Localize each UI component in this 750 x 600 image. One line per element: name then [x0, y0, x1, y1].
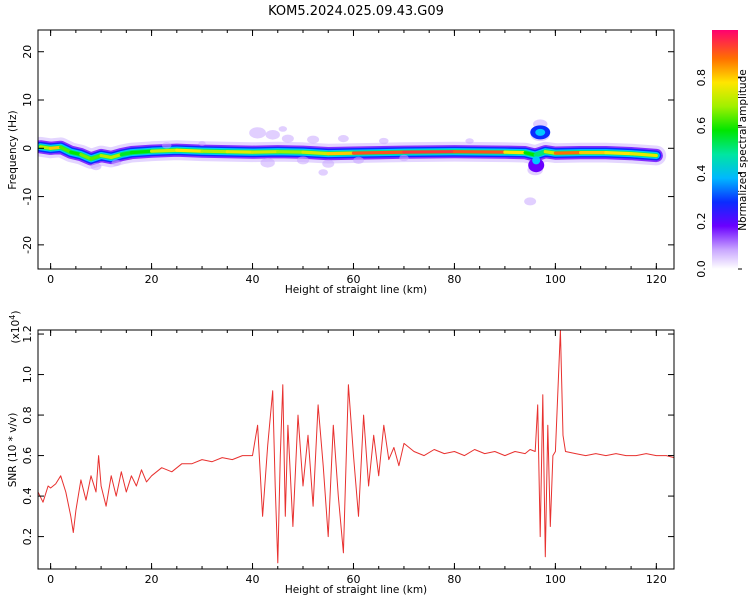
spectrogram-ridge-core [604, 151, 633, 156]
spectrogram-ridge-core [533, 150, 547, 157]
snr-x-tick-label: 20 [145, 573, 159, 586]
spectrogram-ridge-core [79, 152, 93, 161]
spectrogram-ridge-core [149, 148, 179, 153]
spectrogram-speckle [353, 156, 364, 164]
snr-y-tick-label: 1.0 [21, 366, 34, 384]
spectrogram-panel: 0 20 40 60 80 100 120 -20 -10 0 10 20 Height of str… [7, 29, 675, 296]
spectrogram-speckle [278, 126, 288, 132]
snr-frame [37, 329, 675, 570]
spectrogram-ridge-core [175, 148, 204, 153]
spectrogram-speckle [465, 138, 474, 144]
spectrogram-speckle [161, 142, 172, 149]
spectrogram-speckle [265, 129, 280, 140]
spectrogram-speckle [307, 135, 320, 144]
spectrogram-ridge-core [38, 145, 53, 150]
snr-x-tick-label: 100 [545, 573, 566, 586]
snr-x-tick-label: 80 [447, 573, 461, 586]
colorbar-gradient [712, 30, 738, 269]
colorbar: 0.0 0.2 0.4 0.6 0.8 Normalized spectral ampl… [695, 30, 749, 278]
snr-series-line [38, 330, 674, 564]
spec-x-tick-label: 40 [246, 273, 260, 286]
spec-x-tick-label: 100 [545, 273, 566, 286]
snr-x-tick-label: 60 [346, 573, 360, 586]
spectrogram-ridge-core [49, 145, 63, 150]
spectrogram-ridge-core [99, 153, 113, 160]
spec-x-tick-label: 20 [145, 273, 159, 286]
snr-y-tick-label: 1.2 [21, 325, 34, 343]
snr-xlabel: Height of straight line (km) [285, 584, 427, 596]
spectrogram-ridge-core [129, 149, 154, 155]
spectrogram-burst-lower [528, 158, 545, 173]
spec-x-tick-label: 120 [646, 273, 667, 286]
snr-y-tick-label: 0.8 [21, 406, 34, 424]
snr-y-tick-label: 0.6 [21, 447, 34, 465]
spectrogram-speckle [297, 156, 309, 165]
colorbar-tick-label: 0.2 [695, 212, 708, 230]
spectrogram-speckle [524, 197, 537, 206]
spectrogram-ridge-core [351, 150, 406, 155]
spectrogram-ridge-core [59, 145, 73, 154]
spec-y-tick-label: -20 [21, 236, 34, 254]
spec-y-tick-label: 0 [21, 145, 34, 152]
spectrogram-ridge-core [543, 150, 557, 155]
figure-title: KOM5.2024.025.09.43.G09 [268, 4, 444, 19]
spectrogram-speckle [90, 163, 102, 171]
colorbar-tick-label: 0.6 [695, 117, 708, 135]
spectrogram-ridge-core [301, 150, 330, 156]
snr-y-tick-label: 0.4 [21, 487, 34, 505]
spectrogram-frame [37, 29, 675, 270]
spectrogram-burst-core [535, 128, 546, 136]
spectrogram-ridge-core [523, 151, 537, 157]
spec-x-tick-label: 0 [47, 273, 54, 286]
colorbar-tick-label: 0.8 [695, 69, 708, 87]
snr-x-tick-label: 120 [646, 573, 667, 586]
spectrogram-ridge-core [89, 153, 103, 161]
spec-y-tick-label: 10 [21, 93, 34, 107]
spectrogram-speckle [318, 169, 328, 176]
spectrogram-speckle [281, 134, 294, 143]
snr-ylabel: SNR (10 * v/v) [7, 413, 19, 488]
spec-y-tick-label: -10 [21, 188, 34, 206]
snr-scale-label: (x104) [8, 311, 22, 344]
snr-panel: 0 20 40 60 80 100 120 0.2 0.4 0.6 0.8 1.0 1.2 Height… [7, 311, 675, 596]
snr-x-tick-label: 40 [246, 573, 260, 586]
spectrogram-speckle [249, 127, 266, 139]
spectrogram-speckle [337, 135, 349, 143]
snr-plot-area [38, 330, 674, 569]
spectrogram-ridge-core [109, 152, 123, 160]
spectrogram-speckle [378, 137, 389, 145]
spectrogram-ridge-core [69, 150, 83, 157]
snr-y-tick-label: 0.2 [21, 528, 34, 546]
spectrogram-ridge-core [629, 152, 658, 158]
colorbar-tick-label: 0.4 [695, 165, 708, 183]
colorbar-tick-label: 0.0 [695, 260, 708, 278]
spectrogram-ylabel: Frequency (Hz) [7, 110, 19, 189]
spectrogram-speckle [260, 157, 275, 168]
spectrogram-speckle [111, 159, 122, 166]
spectrogram-speckle [399, 154, 409, 162]
spectrogram-ridge-core [119, 151, 133, 157]
spectrogram-speckle [322, 159, 335, 168]
spectrogram-burst-lower-core [532, 156, 541, 165]
colorbar-label: Normalized spectral amplitude [737, 69, 749, 230]
spec-y-tick-label: 20 [21, 45, 34, 59]
spec-x-tick-label: 80 [447, 273, 461, 286]
spec-x-tick-label: 60 [346, 273, 360, 286]
spectrogram-xlabel: Height of straight line (km) [285, 284, 427, 296]
spectrogram-speckle [198, 141, 206, 146]
snr-x-tick-label: 0 [47, 573, 54, 586]
